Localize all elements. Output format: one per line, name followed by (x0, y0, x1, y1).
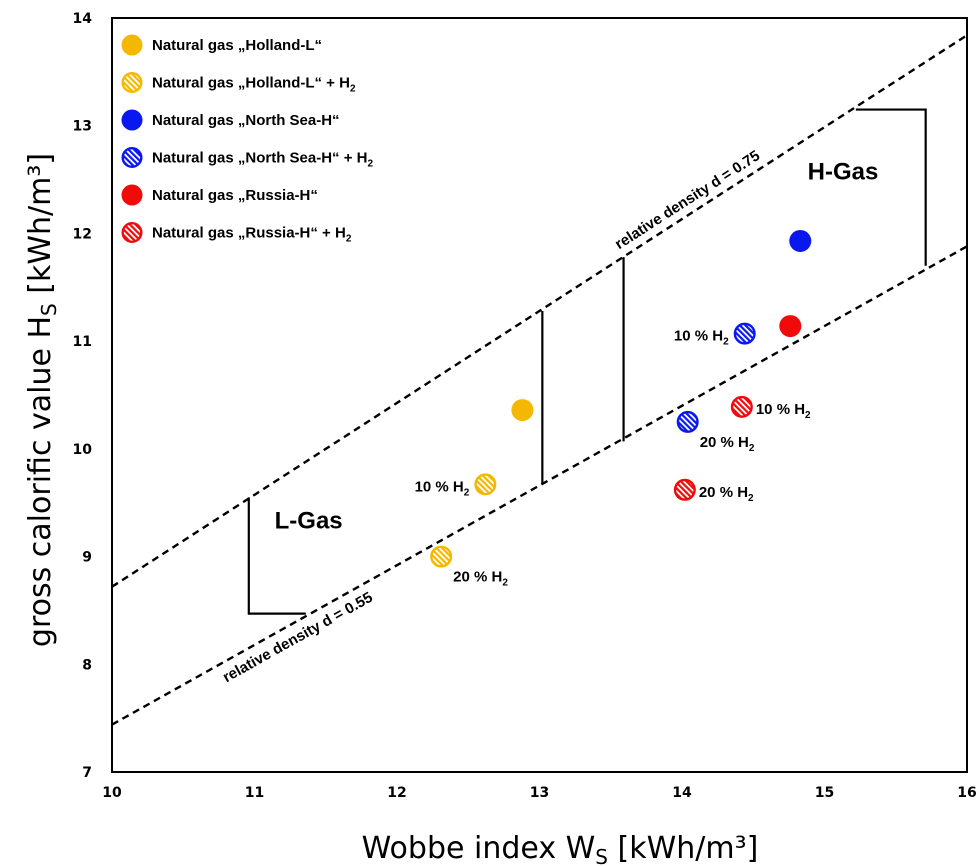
data-point (676, 410, 699, 433)
data-label: 20 % H2 (700, 434, 755, 454)
legend-entry: Natural gas „North Sea-H“ + H2 (152, 150, 373, 170)
data-label: 10 % H2 (415, 478, 470, 498)
y-tick-label: 10 (73, 442, 93, 458)
region-label: L-Gas (275, 508, 343, 535)
reference-line-1 (112, 34, 967, 588)
data-point (430, 545, 453, 568)
y-tick-label: 9 (82, 550, 92, 566)
reference-line-label-1: relative density d = 0.75 (612, 147, 763, 253)
data-point (474, 473, 497, 496)
data-point (730, 395, 753, 418)
legend-entry: Natural gas „Russia-H“ + H2 (152, 225, 352, 245)
y-tick-label: 13 (73, 119, 92, 135)
data-point (733, 322, 756, 345)
x-tick-label: 16 (957, 785, 976, 801)
y-tick-label: 14 (73, 11, 93, 27)
plot-frame (111, 17, 968, 773)
x-axis-title: Wobbe index WS [kWh/m³] (362, 831, 759, 866)
y-axis-title: gross calorific value HS [kWh/m³] (23, 153, 61, 647)
x-tick-label: 12 (387, 785, 406, 801)
region-label: H-Gas (808, 159, 879, 186)
legend-marker (121, 146, 143, 168)
x-tick-label: 11 (245, 785, 264, 801)
legend-entry: Natural gas „Holland-L“ (152, 37, 322, 54)
data-point (511, 399, 534, 422)
legend-entry: Natural gas „North Sea-H“ (152, 112, 340, 129)
data-label: 10 % H2 (756, 401, 811, 421)
legend-entry: Natural gas „Holland-L“ + H2 (152, 75, 356, 95)
legend-marker (121, 71, 143, 93)
reference-line-2 (112, 245, 967, 726)
data-label: 20 % H2 (699, 484, 754, 504)
x-tick-label: 15 (815, 785, 834, 801)
y-tick-label: 11 (73, 334, 92, 350)
y-tick-label: 7 (82, 765, 92, 781)
legend-entry: Natural gas „Russia-H“ (152, 187, 318, 204)
x-tick-label: 13 (530, 785, 549, 801)
data-point (789, 229, 812, 252)
legend: Natural gas „Holland-L“ Natural gas „Holl… (121, 34, 373, 245)
gas-family-boundary-4 (855, 108, 927, 266)
x-tick-label: 14 (672, 785, 692, 801)
y-tick-label: 8 (82, 657, 92, 673)
y-tick-label: 12 (73, 226, 92, 242)
legend-marker (121, 109, 143, 131)
legend-marker (121, 34, 143, 56)
data-label: 10 % H2 (674, 328, 729, 348)
gas-family-boundary-1 (247, 497, 306, 615)
legend-marker (121, 221, 143, 243)
data-label: 20 % H2 (453, 569, 508, 589)
reference-line-label-2: relative density d = 0.55 (220, 589, 376, 686)
x-tick-label: 10 (102, 785, 122, 801)
data-point (779, 315, 802, 338)
legend-marker (121, 184, 143, 206)
data-point (673, 478, 696, 501)
